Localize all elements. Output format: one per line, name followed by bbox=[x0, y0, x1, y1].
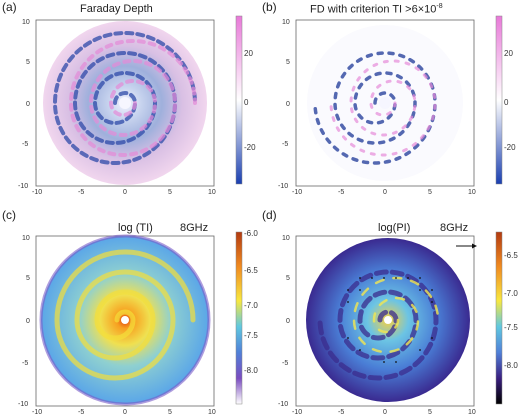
y-axis-ticks: 10 5 0 -5 -10 bbox=[278, 235, 290, 408]
y-axis-ticks: 10 5 0 -5 -10 bbox=[18, 235, 30, 408]
svg-text:-10: -10 bbox=[18, 401, 28, 408]
colorbar-ticks: -6.0 -6.5 -7.0 -7.5 -8.0 bbox=[244, 229, 258, 375]
panel-letter: (a) bbox=[2, 0, 17, 14]
svg-text:-5: -5 bbox=[338, 189, 344, 196]
panel-title: log(PI) bbox=[378, 222, 411, 234]
svg-text:-10: -10 bbox=[32, 189, 42, 196]
svg-text:10: 10 bbox=[282, 19, 290, 26]
colorbar-tick: -6.5 bbox=[244, 266, 258, 275]
svg-text:-10: -10 bbox=[18, 183, 28, 190]
reference-arrow bbox=[456, 243, 477, 249]
svg-text:10: 10 bbox=[468, 189, 476, 196]
colorbar-ticks: 20 0 -20 bbox=[504, 49, 516, 152]
colorbar-tick: -6.0 bbox=[244, 229, 258, 238]
panel-letter: (d) bbox=[262, 208, 277, 222]
svg-text:0: 0 bbox=[26, 101, 30, 108]
panel-title: FD with criterion TI >6×10-8 bbox=[310, 3, 443, 16]
svg-text:0: 0 bbox=[286, 318, 290, 325]
svg-text:-10: -10 bbox=[292, 189, 302, 196]
spiral-arms bbox=[52, 31, 197, 165]
y-axis-ticks: 10 5 0 -5 -10 bbox=[278, 19, 290, 190]
map-plot: 20 0 -20 -10 -5 0 5 10 10 5 0 -5 -10 bbox=[18, 15, 256, 196]
panel-title: log (TI) bbox=[118, 222, 153, 234]
colorbar-tick: -8.0 bbox=[244, 366, 258, 375]
colorbar-tick: -7.0 bbox=[504, 289, 518, 298]
svg-text:10: 10 bbox=[208, 409, 216, 416]
svg-text:10: 10 bbox=[208, 189, 216, 196]
colorbar-tick: -20 bbox=[504, 143, 516, 152]
spiral-arms bbox=[313, 51, 437, 165]
svg-text:5: 5 bbox=[168, 409, 172, 416]
svg-text:10: 10 bbox=[22, 235, 30, 242]
svg-text:10: 10 bbox=[282, 235, 290, 242]
x-axis-ticks: -10 -5 0 5 10 bbox=[32, 189, 216, 196]
svg-text:5: 5 bbox=[428, 189, 432, 196]
svg-text:-5: -5 bbox=[282, 141, 288, 148]
colorbar-tick: 20 bbox=[504, 49, 513, 58]
frequency-label: 8GHz bbox=[180, 222, 209, 234]
colorbar-tick: 0 bbox=[244, 98, 249, 107]
svg-text:-5: -5 bbox=[22, 141, 28, 148]
svg-text:0: 0 bbox=[123, 409, 127, 416]
svg-text:-10: -10 bbox=[292, 409, 302, 416]
x-axis-ticks: -10 -5 0 5 10 bbox=[32, 409, 216, 416]
y-axis-ticks: 10 5 0 -5 -10 bbox=[18, 19, 30, 190]
frequency-label: 8GHz bbox=[440, 222, 469, 234]
panel-letter: (b) bbox=[262, 0, 277, 14]
map-plot: -6.0 -6.5 -7.0 -7.5 -8.0 -10 -5 0 5 10 1… bbox=[18, 229, 258, 416]
svg-text:5: 5 bbox=[168, 189, 172, 196]
colorbar-ticks: 20 0 -20 bbox=[244, 49, 256, 152]
colorbar-tick: -6.5 bbox=[504, 251, 518, 260]
x-axis-ticks: -10 -5 0 5 10 bbox=[292, 189, 476, 196]
svg-text:5: 5 bbox=[286, 59, 290, 66]
colorbar-tick: -7.5 bbox=[244, 331, 258, 340]
map-plot: -6.5 -7.0 -7.5 -8.0 -10 -5 0 5 10 10 5 0… bbox=[278, 231, 518, 416]
svg-text:-5: -5 bbox=[338, 409, 344, 416]
spiral-arms bbox=[317, 269, 440, 381]
panel-a: (a) Faraday Depth 20 0 bbox=[0, 0, 260, 208]
colorbar-ticks: -6.5 -7.0 -7.5 -8.0 bbox=[504, 251, 518, 370]
svg-text:-10: -10 bbox=[278, 183, 288, 190]
svg-text:-5: -5 bbox=[78, 409, 84, 416]
map-plot: 20 0 -20 -10 -5 0 5 10 10 5 0 -5 -10 bbox=[278, 15, 516, 196]
polarization-vectors bbox=[347, 277, 433, 363]
colorbar-tick: -8.0 bbox=[504, 361, 518, 370]
colorbar-tick: -20 bbox=[244, 143, 256, 152]
svg-text:0: 0 bbox=[26, 318, 30, 325]
svg-text:5: 5 bbox=[26, 59, 30, 66]
svg-text:-5: -5 bbox=[78, 189, 84, 196]
svg-text:-5: -5 bbox=[22, 360, 28, 367]
svg-text:0: 0 bbox=[286, 101, 290, 108]
panel-c: (c) log (TI) 8GHz bbox=[0, 208, 260, 416]
svg-text:0: 0 bbox=[383, 189, 387, 196]
spiral-arms bbox=[54, 249, 196, 381]
panel-title: Faraday Depth bbox=[80, 3, 153, 15]
colorbar-tick: -7.5 bbox=[504, 323, 518, 332]
svg-text:5: 5 bbox=[428, 409, 432, 416]
svg-text:0: 0 bbox=[123, 189, 127, 196]
svg-text:10: 10 bbox=[22, 19, 30, 26]
svg-text:5: 5 bbox=[286, 275, 290, 282]
colorbar-tick: 0 bbox=[504, 98, 509, 107]
colorbar-tick: 20 bbox=[244, 49, 253, 58]
x-axis-ticks: -10 -5 0 5 10 bbox=[292, 409, 476, 416]
panel-b: (b) FD with criterion TI >6×10-8 20 0 -2… bbox=[260, 0, 520, 208]
panel-d: (d) log(PI) 8GHz bbox=[260, 208, 520, 416]
svg-text:-10: -10 bbox=[278, 401, 288, 408]
svg-text:10: 10 bbox=[468, 409, 476, 416]
svg-text:-10: -10 bbox=[32, 409, 42, 416]
svg-text:-5: -5 bbox=[282, 360, 288, 367]
panel-letter: (c) bbox=[2, 208, 16, 222]
colorbar-tick: -7.0 bbox=[244, 301, 258, 310]
svg-text:5: 5 bbox=[26, 275, 30, 282]
svg-text:0: 0 bbox=[383, 409, 387, 416]
